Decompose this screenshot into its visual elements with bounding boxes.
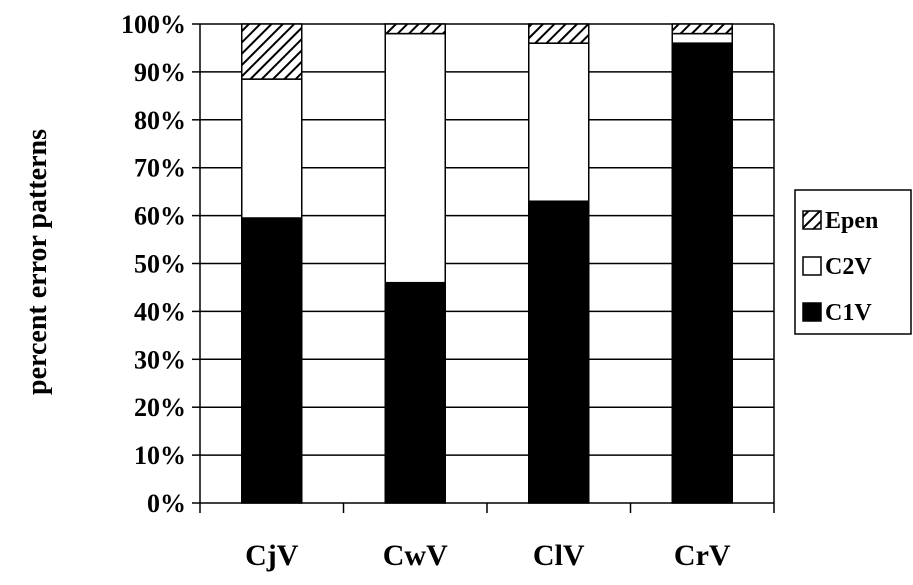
legend: Epen C2V C1V [794, 189, 912, 335]
category-label: CwV [383, 539, 448, 572]
category-labels: CjV CwV ClV CrV [245, 539, 731, 572]
bar-segment-c2v-clv [528, 42, 590, 202]
category-label: CrV [674, 539, 731, 572]
legend-swatch-epen [802, 210, 822, 230]
y-tick-label: 50% [134, 250, 186, 279]
bar-segment-c1v-clv [528, 200, 590, 504]
bar-segment-c1v-cjv [241, 217, 303, 504]
legend-swatch-c1v [802, 302, 822, 322]
bar-segment-c2v-cjv [241, 78, 303, 219]
y-tick-label: 30% [134, 345, 186, 374]
y-tick-label: 90% [134, 58, 186, 87]
y-tick-label: 0% [147, 489, 186, 518]
bar-segment-c1v-cwv [384, 281, 446, 504]
category-label: ClV [533, 539, 585, 572]
y-tick-label: 20% [134, 393, 186, 422]
bar-segment-c2v-crv [671, 32, 733, 44]
y-tick-label: 60% [134, 202, 186, 231]
y-tick-label: 100% [121, 10, 186, 39]
legend-label-c1v: C1V [825, 300, 872, 326]
category-label: CjV [245, 539, 299, 572]
bar-segment-c2v-cwv [384, 32, 446, 284]
bar-segment-c1v-crv [671, 42, 733, 504]
legend-label-epen: Epen [825, 208, 878, 234]
y-axis-title: percent error patterns [22, 129, 53, 395]
bar-segment-epen-crv [671, 23, 733, 35]
y-tick-label: 40% [134, 297, 186, 326]
axes [199, 24, 775, 513]
legend-swatch-c2v [802, 256, 822, 276]
legend-label-c2v: C2V [825, 254, 872, 280]
y-tick-labels: 0% 10% 20% 30% 40% 50% 60% 70% 80% 90% 100% [121, 10, 186, 518]
y-tick-label: 10% [134, 441, 186, 470]
bar-segment-epen-cjv [241, 23, 303, 80]
y-tick-label: 70% [134, 154, 186, 183]
y-tick-label: 80% [134, 106, 186, 135]
bar-segment-epen-clv [528, 23, 590, 44]
bar-segment-epen-cwv [384, 23, 446, 35]
